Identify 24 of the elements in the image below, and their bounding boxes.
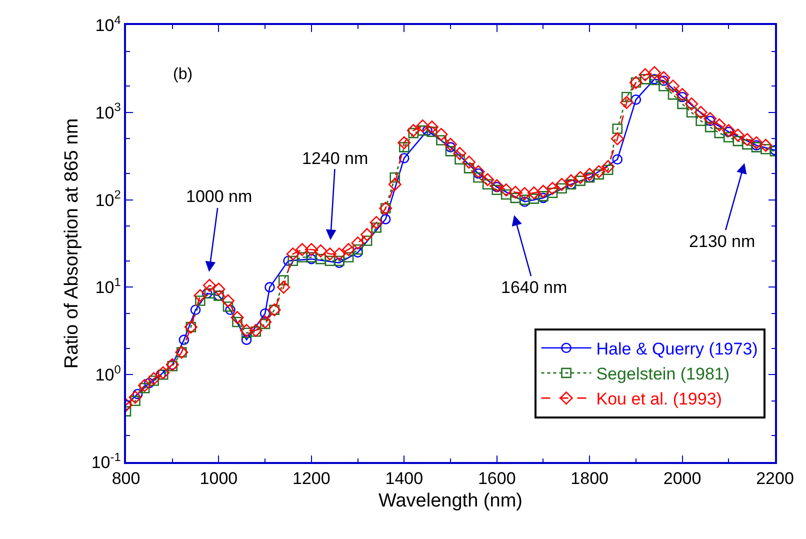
x-tick-label: 1000 xyxy=(200,469,238,488)
x-axis-title: Wavelength (nm) xyxy=(378,490,522,512)
x-tick-label: 1200 xyxy=(292,469,330,488)
annotation: 1640 nm xyxy=(501,278,568,297)
y-tick-label: 10$^{2}$ xyxy=(95,188,122,210)
x-tick-label: 1800 xyxy=(570,469,608,488)
annotation: (b) xyxy=(173,66,193,83)
x-tick-label: 1400 xyxy=(385,469,424,488)
y-axis-title: Ratio of Absorption at 865 nm xyxy=(62,118,83,369)
x-tick-label: 2000 xyxy=(663,469,702,488)
y-tick-label: 10$^{-1}$ xyxy=(91,450,122,472)
x-tick-label: 2200 xyxy=(756,469,794,488)
legend-label: Kou et al. (1993) xyxy=(596,390,722,409)
y-tick-label: 10$^{0}$ xyxy=(95,362,122,385)
annotation: 1000 nm xyxy=(186,187,252,206)
y-tick-label: 10$^{1}$ xyxy=(95,275,122,298)
y-tick-label: 10$^{4}$ xyxy=(95,12,122,35)
x-tick-label: 800 xyxy=(112,469,140,488)
legend-label: Hale & Querry (1973) xyxy=(596,339,758,358)
x-tick-label: 1600 xyxy=(478,469,516,488)
legend-label: Segelstein (1981) xyxy=(596,364,730,384)
annotation: 2130 nm xyxy=(689,232,756,251)
annotation: 1240 nm xyxy=(302,149,368,168)
y-tick-label: 10$^{3}$ xyxy=(95,100,122,122)
